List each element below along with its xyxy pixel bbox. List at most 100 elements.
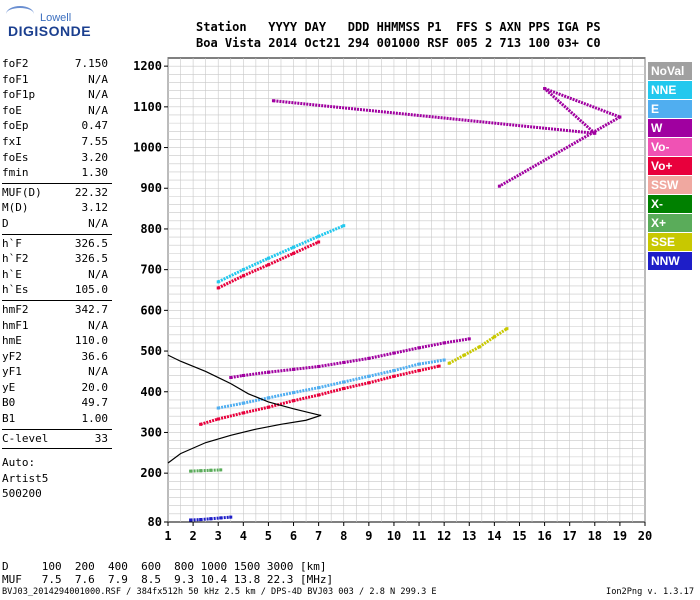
- param-name: yE: [2, 380, 16, 394]
- x-tick-label: 8: [340, 529, 347, 543]
- trace-segment: [318, 360, 344, 368]
- trace-segment: [243, 370, 269, 377]
- trace-segment: [393, 362, 420, 373]
- trace-segment: [368, 369, 395, 378]
- data-point: [292, 367, 296, 371]
- param-row: h`F2 326.5: [2, 251, 112, 267]
- data-point: [317, 240, 321, 244]
- param-value: N/A: [88, 318, 108, 332]
- d-distance-row: D 100 200 400 600 800 1000 1500 3000 [km…: [2, 560, 327, 573]
- trace-segment: [268, 391, 294, 400]
- param-name: foEp: [2, 119, 29, 133]
- param-row: MUF(D) 22.32: [2, 185, 112, 201]
- data-point: [505, 327, 509, 331]
- data-point: [392, 369, 396, 373]
- x-tick-label: 18: [588, 529, 602, 543]
- param-value: 1.00: [81, 412, 109, 426]
- param-value: N/A: [88, 267, 108, 281]
- auto-line: Auto:: [2, 456, 36, 470]
- trace-segment: [318, 380, 345, 390]
- x-tick-label: 1: [164, 529, 171, 543]
- y-tick-label: 700: [140, 263, 162, 277]
- data-point: [229, 515, 233, 519]
- x-tick-label: 19: [613, 529, 627, 543]
- data-point: [317, 386, 321, 390]
- autoscaling-info: Auto: Artist5 500200: [2, 455, 112, 502]
- data-point: [216, 406, 220, 410]
- param-name: hmF2: [2, 302, 29, 316]
- profile-line: [167, 354, 322, 464]
- param-value: 33: [94, 431, 108, 445]
- param-row: B0 49.7: [2, 395, 112, 411]
- data-point: [216, 417, 220, 421]
- data-point: [593, 131, 597, 135]
- trace-segment: [393, 346, 420, 355]
- x-tick-label: 12: [437, 529, 451, 543]
- param-name: B1: [2, 412, 16, 426]
- data-point: [266, 405, 270, 409]
- data-point: [417, 369, 421, 373]
- data-point: [241, 401, 245, 405]
- data-point: [209, 517, 213, 521]
- trace-segment: [443, 337, 470, 345]
- trace-segment: [318, 224, 345, 238]
- param-value: 110.0: [74, 334, 108, 348]
- param-row: yE 20.0: [2, 380, 112, 396]
- trace-segment: [243, 396, 269, 405]
- param-name: hmF1: [2, 318, 29, 332]
- param-row: fxI 7.55: [2, 134, 112, 150]
- legend: NoVal NNE E W Vo- Vo+ SSW X- X+ SSE NNW: [648, 62, 692, 271]
- data-point: [367, 374, 371, 378]
- legend-item-x: X+: [648, 214, 692, 232]
- data-point: [392, 374, 396, 378]
- trace-segment: [242, 256, 270, 272]
- legend-item-nne: NNE: [648, 81, 692, 99]
- param-name: foEs: [2, 150, 29, 164]
- data-point: [189, 518, 193, 522]
- data-point: [292, 251, 296, 255]
- trace-segment: [242, 405, 269, 415]
- data-point: [543, 87, 547, 91]
- data-point: [618, 115, 622, 119]
- param-value: 36.6: [81, 349, 109, 363]
- param-value: 22.32: [74, 185, 108, 199]
- data-point: [241, 411, 245, 415]
- param-row: M(D) 3.12: [2, 200, 112, 216]
- scaled-parameters-panel: foF2 7.150 foF1 N/A foF1p N/A foE N/A foEp 0.47 fx…: [2, 56, 112, 502]
- x-tick-label: 13: [462, 529, 476, 543]
- legend-item-ssw: SSW: [648, 176, 692, 194]
- trace-segment: [217, 268, 244, 284]
- legend-item-sse: SSE: [648, 233, 692, 251]
- trace-segment: [368, 351, 395, 360]
- param-row: hmF1 N/A: [2, 318, 112, 334]
- data-point: [216, 280, 220, 284]
- data-point: [216, 286, 220, 290]
- version-label: Ion2Png v. 1.3.17: [606, 587, 694, 597]
- data-point: [477, 345, 481, 349]
- param-value: N/A: [88, 88, 108, 102]
- param-row-clevel: C-level 33: [2, 431, 112, 447]
- trace-segment: [292, 234, 320, 249]
- x-tick-label: 9: [365, 529, 372, 543]
- data-point: [219, 516, 223, 520]
- x-tick-label: 5: [265, 529, 272, 543]
- param-row: foF1 N/A: [2, 72, 112, 88]
- param-value: N/A: [88, 103, 108, 117]
- x-tick-label: 10: [387, 529, 401, 543]
- data-point: [271, 99, 275, 103]
- data-point: [392, 351, 396, 355]
- data-point: [199, 422, 203, 426]
- trace-segment: [393, 369, 420, 378]
- param-value: 20.0: [81, 380, 109, 394]
- y-tick-label: 300: [140, 425, 162, 439]
- legend-item-nnw: NNW: [648, 252, 692, 270]
- header-line-1: Station YYYY DAY DDD HHMMSS P1 FFS S AXN…: [196, 20, 601, 34]
- data-point: [219, 468, 223, 472]
- param-name: B0: [2, 396, 16, 410]
- x-tick-label: 15: [512, 529, 526, 543]
- auto-line: Artist5: [2, 471, 49, 485]
- param-value: 7.55: [81, 134, 109, 148]
- trace-segment: [478, 335, 496, 349]
- trace-segment: [498, 115, 621, 188]
